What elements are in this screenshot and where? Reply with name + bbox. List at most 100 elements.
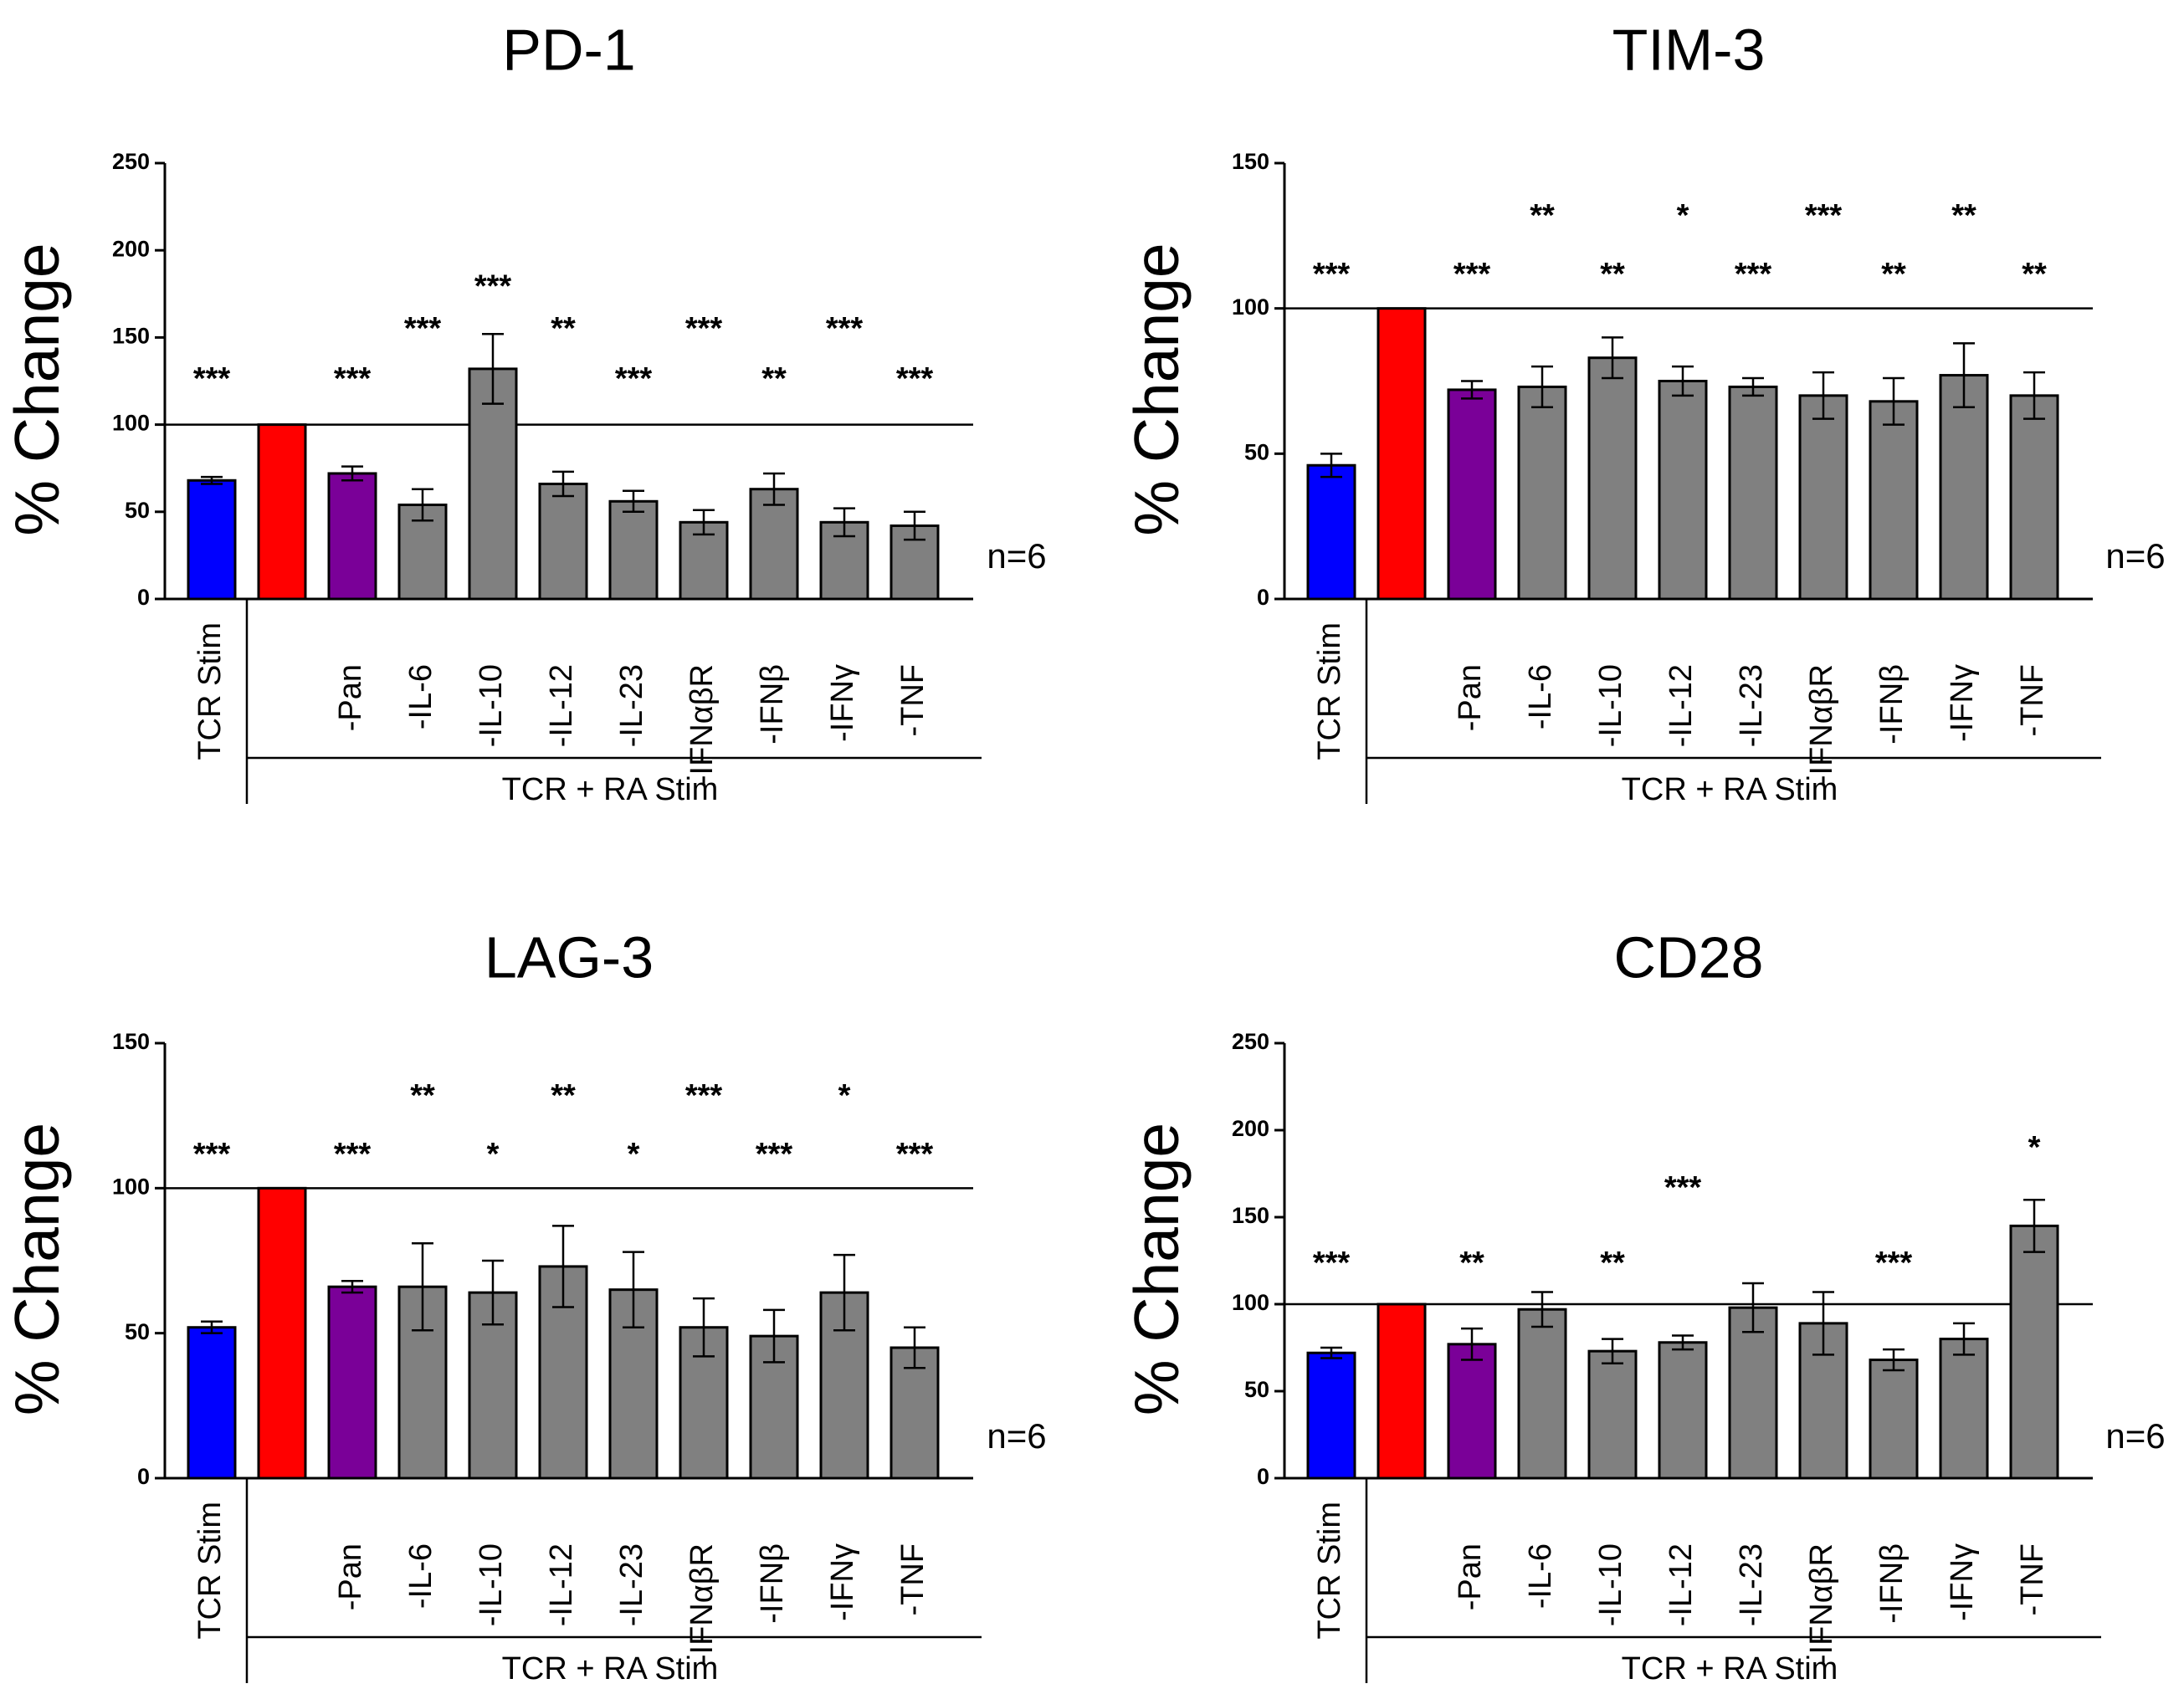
bar-ifnr [1798,394,1848,601]
category-label: -IL-12 [544,664,579,747]
category-label: TCR Stim [1312,622,1347,760]
bar-tcrstim [187,479,237,601]
bar-ifn [1869,1359,1919,1480]
y-tick-label: 50 [1244,439,1269,464]
group-label: TCR + RA Stim [1622,772,1838,807]
category-label: -IFNγ [1945,664,1980,742]
bar-control [1377,1302,1427,1480]
significance-label: *** [1664,1170,1702,1205]
significance-label: *** [685,311,723,346]
y-tick-label: 0 [1257,585,1269,610]
category-label: -IL-10 [1593,1543,1628,1626]
y-tick-label: 150 [112,1029,150,1054]
significance-label: ** [551,311,576,346]
category-label: -Pan [333,664,368,731]
category-label: -IFNβ [755,1543,790,1624]
bar-il23 [1728,1306,1778,1480]
significance-label: *** [896,1137,934,1172]
category-label: -IL-10 [474,664,509,747]
bar-il12 [1658,1341,1708,1480]
bar-il23 [608,499,659,601]
group-label: TCR + RA Stim [1622,1651,1838,1686]
bar-tcrstim [1306,1351,1356,1480]
y-tick-label: 150 [1232,149,1269,174]
y-tick-label: 100 [1232,1290,1269,1315]
significance-label: ** [1530,198,1555,233]
n-label: n=6 [987,1416,1046,1456]
significance-label: ** [761,361,787,397]
category-label: -IFNαβR [684,1543,720,1665]
significance-label: *** [826,311,864,346]
bar-control [1377,307,1427,601]
y-tick-label: 50 [125,498,150,523]
significance-label: *** [404,311,442,346]
category-label: -IL-23 [1734,664,1769,747]
bar-pan [1447,1343,1497,1480]
category-label: -IL-6 [1523,664,1558,729]
chart-title: TIM-3 [1612,17,1766,82]
bar-pan [327,472,377,601]
y-tick-label: 0 [137,1464,150,1489]
category-label: -IL-6 [403,1543,438,1609]
bar-control [257,423,307,601]
category-label: -Pan [333,1543,368,1610]
y-tick-label: 150 [112,324,150,349]
y-tick-label: 50 [1244,1377,1269,1402]
significance-label: *** [193,361,231,397]
y-axis-label: % Change [1121,1123,1192,1415]
category-label: -IL-23 [614,1543,649,1626]
category-label: -IL-23 [614,664,649,747]
category-label: TCR Stim [192,622,228,760]
bar-il12 [538,482,588,601]
y-tick-label: 250 [112,149,150,174]
chart-title: CD28 [1614,924,1764,990]
significance-label: *** [1453,257,1491,292]
significance-label: *** [1735,257,1772,292]
bar-tnf [2009,1224,2059,1480]
y-axis-label: % Change [1121,243,1192,535]
y-tick-label: 100 [1232,294,1269,320]
significance-label: ** [410,1078,435,1113]
bar-tnf [2009,394,2059,601]
bar-il6 [1517,1308,1567,1480]
significance-label: *** [474,269,512,304]
category-label: -Pan [1453,664,1488,731]
category-label: -TNF [2015,1543,2050,1616]
bar-ifn [1939,1338,1989,1480]
category-label: -IFNαβR [1804,1543,1839,1665]
significance-label: ** [1881,257,1906,292]
category-label: -IL-10 [474,1543,509,1626]
category-label: -IL-10 [1593,664,1628,747]
y-tick-label: 200 [112,236,150,261]
category-label: -TNF [895,664,931,737]
n-label: n=6 [2105,1416,2165,1456]
category-label: -IL-6 [1523,1543,1558,1609]
significance-label: *** [1313,1246,1351,1281]
category-label: -IFNβ [1874,1543,1910,1624]
category-label: -IL-12 [544,1543,579,1626]
y-tick-label: 50 [125,1319,150,1344]
group-label: TCR + RA Stim [502,772,719,807]
category-label: -IFNγ [825,1543,860,1621]
significance-label: * [838,1078,851,1113]
y-tick-label: 0 [137,585,150,610]
chart-title: LAG-3 [484,924,654,990]
category-label: -IL-6 [403,664,438,729]
category-label: -IFNαβR [684,664,720,786]
significance-label: ** [1600,257,1625,292]
significance-label: * [628,1137,640,1172]
significance-label: * [2028,1130,2041,1165]
category-label: -TNF [895,1543,931,1616]
y-axis-label: % Change [2,1123,72,1415]
bar-pan [327,1285,377,1480]
bar-il10 [1587,1349,1638,1480]
category-label: -IFNβ [1874,664,1910,745]
bar-il12 [1658,380,1708,601]
significance-label: * [487,1137,500,1172]
category-label: -IFNγ [825,664,860,742]
category-label: -IL-12 [1664,664,1699,747]
chart-title: PD-1 [502,17,635,82]
bar-control [257,1186,307,1480]
